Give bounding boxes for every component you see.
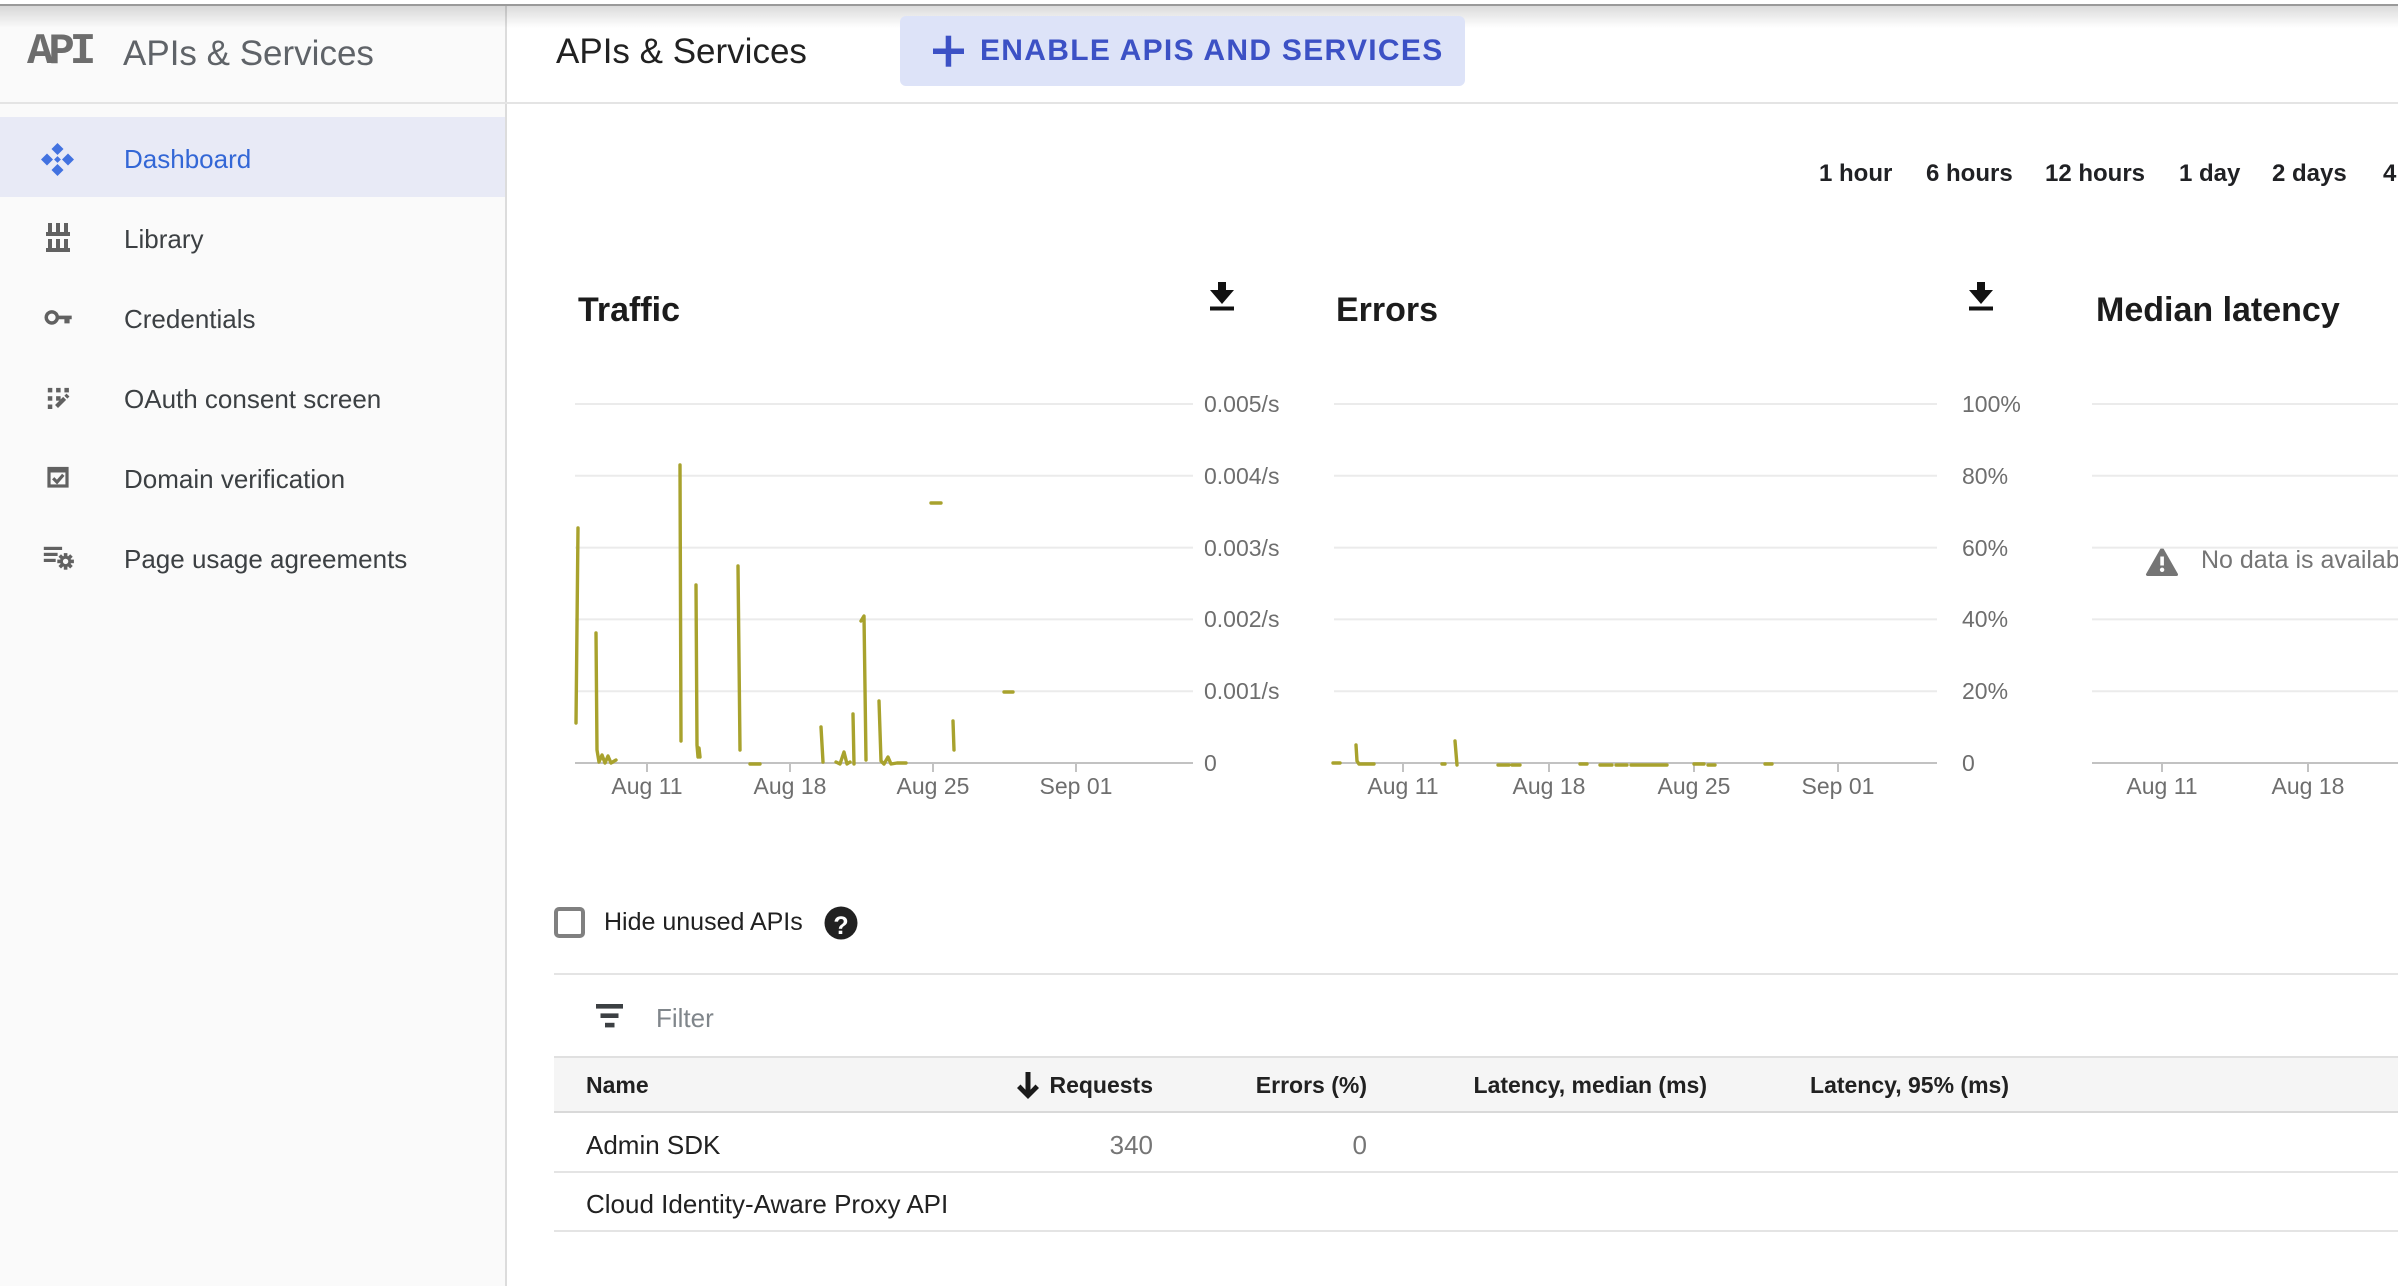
svg-text:?: ? bbox=[833, 912, 848, 940]
